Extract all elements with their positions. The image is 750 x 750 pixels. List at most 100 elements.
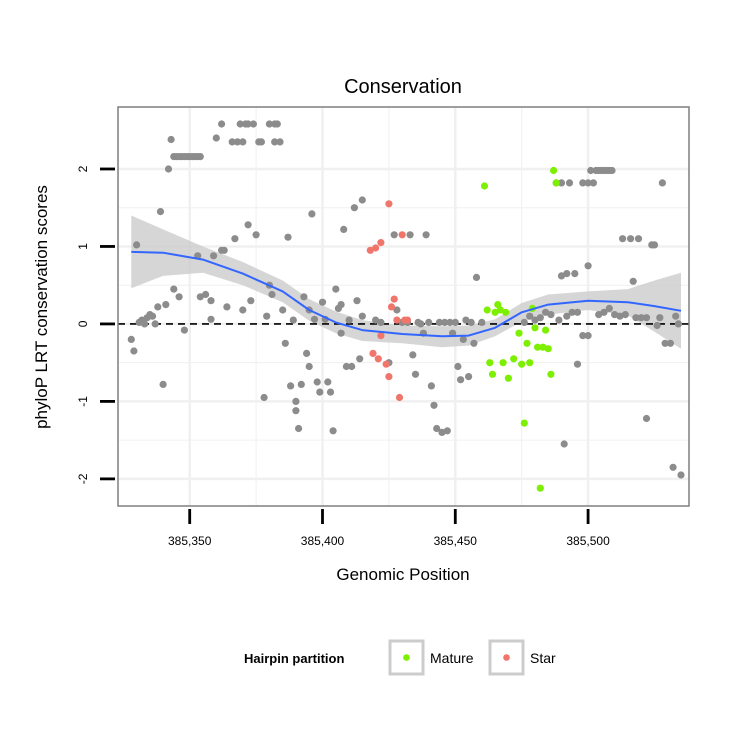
point-other-52 [252,231,260,239]
legend-dot-star [503,654,510,661]
point-other-152 [587,166,595,175]
point-mature-11 [515,329,523,337]
point-other-69 [292,407,300,415]
point-star-10 [390,295,398,303]
point-other-8 [148,312,157,320]
point-other-56 [263,312,271,320]
point-other-113 [425,318,433,326]
point-other-73 [300,293,308,301]
point-other-44 [236,120,244,128]
point-other-96 [356,355,364,363]
point-other-187 [605,304,613,312]
point-other-183 [579,332,587,340]
point-star-3 [374,355,382,363]
point-other-66 [284,233,292,241]
point-other-11 [156,208,165,216]
legend-item-mature: Mature [388,639,474,676]
point-star-15 [403,316,412,324]
point-other-188 [563,312,571,320]
point-other-35 [210,252,218,260]
y-tick-label-2: 0 [76,320,90,327]
point-other-140 [555,316,563,324]
point-other-106 [406,231,414,239]
point-other-78 [310,315,319,323]
point-mature-2 [486,359,494,367]
point-other-32 [202,290,210,299]
point-other-79 [313,378,321,386]
point-other-189 [568,308,576,316]
point-other-77 [308,210,316,218]
point-other-103 [393,306,401,314]
point-other-116 [433,424,441,433]
point-star-8 [385,373,393,381]
point-mature-25 [552,179,560,187]
point-other-12 [159,380,167,388]
point-other-90 [340,225,348,233]
point-other-48 [244,221,252,229]
point-other-167 [632,314,640,322]
point-other-50 [247,297,255,305]
point-other-98 [358,312,366,320]
point-other-58 [265,120,273,128]
point-other-126 [459,335,467,343]
point-other-171 [642,414,651,423]
point-other-27 [170,285,178,293]
point-other-133 [520,318,528,326]
point-other-129 [467,318,475,326]
point-other-120 [443,427,451,435]
point-star-1 [369,349,377,357]
point-other-112 [422,231,430,239]
point-other-93 [348,362,356,371]
x-axis-title: Genomic Position [336,565,469,584]
y-tick-label-1: -1 [76,396,90,407]
point-other-182 [677,471,685,479]
point-other-128 [465,373,473,381]
point-other-2 [133,241,141,249]
x-tick-label-3: 385,500 [566,534,610,548]
point-other-114 [427,382,435,390]
point-other-100 [377,318,385,326]
y-axis: -2 -1 0 1 2 [76,165,115,484]
point-other-108 [411,370,420,378]
point-other-85 [329,427,337,435]
point-mature-13 [520,419,528,427]
point-other-29 [180,326,188,334]
point-other-28 [175,293,183,301]
point-other-119 [441,318,449,326]
point-other-123 [451,318,459,326]
legend-key-mature [388,639,425,676]
point-other-162 [616,312,624,320]
point-star-12 [395,393,404,402]
point-star-4 [377,332,385,340]
point-other-15 [167,135,175,144]
point-other-51 [249,120,257,128]
point-other-175 [656,314,664,322]
point-other-54 [257,138,265,146]
point-other-178 [666,339,675,347]
point-other-91 [342,362,350,371]
y-tick-label-4: 2 [76,165,90,172]
point-mature-18 [534,343,542,351]
point-other-62 [273,120,281,128]
point-other-166 [629,277,637,285]
data-points [127,120,685,492]
point-other-130 [470,339,478,347]
point-other-136 [536,314,544,322]
point-other-186 [600,308,608,316]
point-other-110 [417,320,425,328]
point-mature-17 [531,324,539,332]
point-mature-12 [518,360,526,368]
point-other-49 [244,120,252,128]
point-other-83 [324,378,332,386]
point-other-65 [281,339,289,347]
point-other-38 [218,120,226,128]
point-other-146 [571,270,579,278]
point-other-94 [350,204,358,212]
point-other-184 [584,332,592,340]
x-axis: 385,350 385,400 385,450 385,500 [168,509,610,548]
point-other-55 [260,393,268,402]
point-star-11 [393,316,401,324]
point-other-84 [326,388,335,396]
point-other-92 [345,316,353,324]
point-mature-14 [523,339,531,347]
